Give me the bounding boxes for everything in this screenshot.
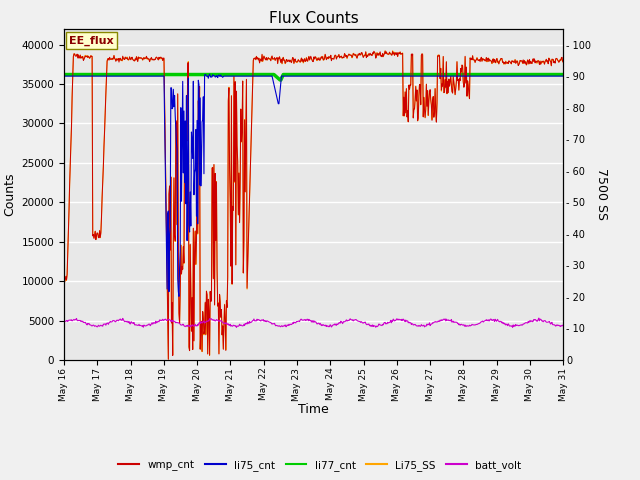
X-axis label: Time: Time xyxy=(298,403,329,417)
Y-axis label: Counts: Counts xyxy=(3,173,16,216)
Legend: wmp_cnt, li75_cnt, li77_cnt, Li75_SS, batt_volt: wmp_cnt, li75_cnt, li77_cnt, Li75_SS, ba… xyxy=(115,456,525,475)
Text: EE_flux: EE_flux xyxy=(69,36,114,46)
Title: Flux Counts: Flux Counts xyxy=(269,11,358,26)
Y-axis label: 7500 SS: 7500 SS xyxy=(595,168,607,220)
